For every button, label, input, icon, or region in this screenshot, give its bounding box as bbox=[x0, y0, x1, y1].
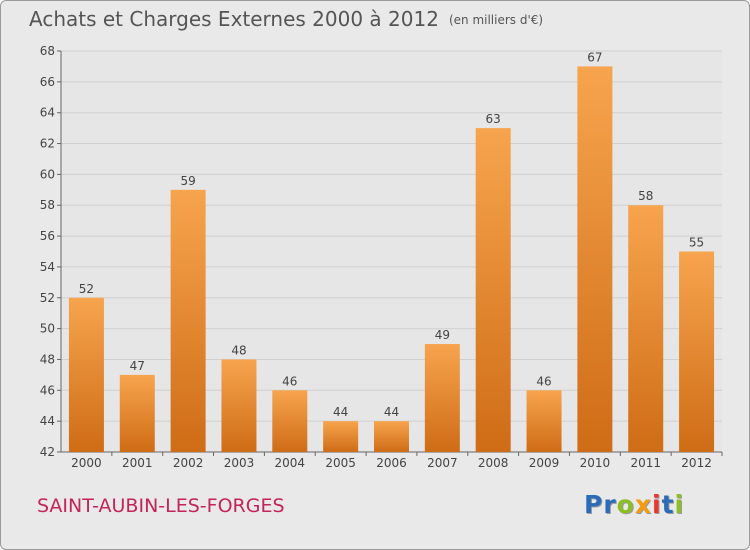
bar bbox=[577, 66, 613, 452]
logo-letter: o bbox=[616, 490, 635, 519]
y-tick-label: 68 bbox=[40, 44, 55, 58]
logo-letter: P bbox=[584, 490, 604, 519]
x-tick-label: 2005 bbox=[325, 456, 356, 470]
data-label: 44 bbox=[384, 405, 399, 419]
data-label: 48 bbox=[231, 343, 246, 357]
bar bbox=[475, 128, 511, 452]
x-tick-label: 2004 bbox=[275, 456, 306, 470]
data-label: 46 bbox=[282, 374, 297, 388]
y-tick-label: 46 bbox=[40, 383, 55, 397]
data-label: 63 bbox=[486, 112, 501, 126]
bar bbox=[170, 189, 206, 453]
logo-letter: i bbox=[674, 490, 685, 519]
bar bbox=[272, 390, 308, 452]
data-label: 52 bbox=[79, 282, 94, 296]
data-label: 44 bbox=[333, 405, 348, 419]
chart-subtitle: (en milliers d'€) bbox=[448, 13, 544, 27]
bar bbox=[679, 251, 715, 452]
y-tick-label: 66 bbox=[40, 75, 55, 89]
logo-letter: t bbox=[661, 490, 675, 519]
x-tick-label: 2008 bbox=[478, 456, 509, 470]
bar bbox=[323, 421, 359, 452]
bar bbox=[424, 344, 460, 452]
y-tick-label: 64 bbox=[40, 106, 55, 120]
y-tick-label: 50 bbox=[40, 322, 55, 336]
logo-letter: x bbox=[634, 490, 652, 519]
logo-letter: i bbox=[652, 490, 662, 519]
x-tick-label: 2002 bbox=[173, 456, 204, 470]
y-tick-label: 44 bbox=[40, 414, 55, 428]
y-tick-label: 60 bbox=[40, 167, 55, 181]
place-name: SAINT-AUBIN-LES-FORGES bbox=[37, 495, 285, 517]
chart-title: Achats et Charges Externes 2000 à 2012 (e… bbox=[29, 7, 543, 31]
data-label: 59 bbox=[180, 174, 195, 188]
x-tick-label: 2011 bbox=[630, 456, 661, 470]
bar bbox=[628, 205, 664, 452]
title-text: Achats et Charges Externes 2000 à 2012 bbox=[29, 7, 439, 31]
x-tick-label: 2012 bbox=[681, 456, 712, 470]
data-label: 55 bbox=[689, 236, 704, 250]
data-label: 47 bbox=[130, 359, 145, 373]
y-tick-label: 58 bbox=[40, 198, 55, 212]
y-tick-label: 48 bbox=[40, 352, 55, 366]
x-tick-label: 2006 bbox=[376, 456, 407, 470]
proxiti-logo: Proxiti bbox=[584, 490, 684, 519]
x-tick-label: 2007 bbox=[427, 456, 458, 470]
y-tick-label: 56 bbox=[40, 229, 55, 243]
y-tick-label: 42 bbox=[40, 445, 55, 459]
x-tick-label: 2003 bbox=[224, 456, 255, 470]
data-label: 58 bbox=[638, 189, 653, 203]
bar bbox=[374, 421, 409, 452]
bar bbox=[221, 359, 257, 452]
y-tick-label: 62 bbox=[40, 137, 55, 151]
data-label: 46 bbox=[536, 374, 551, 388]
y-tick-label: 54 bbox=[40, 260, 55, 274]
x-tick-label: 2001 bbox=[122, 456, 153, 470]
data-label: 67 bbox=[587, 50, 602, 64]
logo-letter: r bbox=[603, 490, 617, 519]
bar bbox=[68, 297, 104, 452]
x-tick-label: 2009 bbox=[529, 456, 560, 470]
bar bbox=[119, 374, 155, 452]
bar bbox=[526, 390, 562, 452]
x-tick-label: 2010 bbox=[580, 456, 611, 470]
data-label: 49 bbox=[435, 328, 450, 342]
y-tick-label: 52 bbox=[40, 291, 55, 305]
x-tick-label: 2000 bbox=[71, 456, 102, 470]
plot-area bbox=[61, 51, 722, 452]
